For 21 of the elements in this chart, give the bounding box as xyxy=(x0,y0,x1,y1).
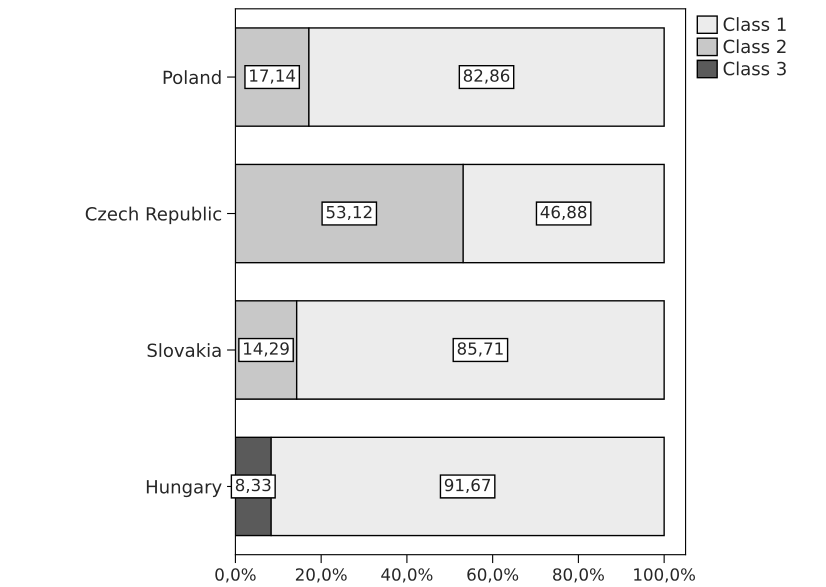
x-tick-label: 0,0% xyxy=(215,568,256,583)
x-tick-label: 40,0% xyxy=(381,568,432,583)
y-tick-label: Poland xyxy=(164,70,221,84)
x-tick-label: 60,0% xyxy=(467,568,518,583)
data-label: 8,33 xyxy=(236,478,270,494)
data-label: 17,14 xyxy=(250,69,296,84)
data-label: 91,67 xyxy=(444,478,490,494)
data-label: 85,71 xyxy=(458,342,503,357)
data-label: 14,29 xyxy=(244,342,289,357)
x-tick-label: 100,0% xyxy=(634,568,695,583)
data-label: 53,12 xyxy=(326,206,372,220)
y-tick-label: Hungary xyxy=(146,480,222,498)
legend-label: Class 3 xyxy=(724,61,786,76)
x-tick-label: 20,0% xyxy=(296,568,347,583)
data-label: 46,88 xyxy=(540,206,586,220)
legend-label: Class 1 xyxy=(724,17,786,32)
y-tick-label: Czech Republic xyxy=(86,206,222,224)
y-tick-label: Slovakia xyxy=(148,343,221,358)
data-label: 82,86 xyxy=(464,69,510,84)
x-tick-label: 80,0% xyxy=(553,568,604,583)
legend-label: Class 2 xyxy=(724,39,786,54)
